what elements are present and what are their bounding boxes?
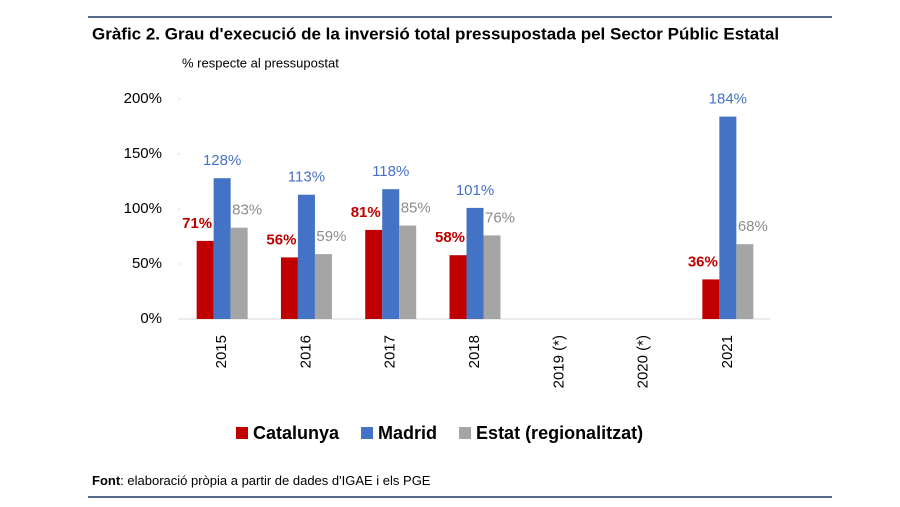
- value-label: 81%: [351, 204, 381, 221]
- legend-label: Estat (regionalitzat): [476, 423, 643, 443]
- value-label: 113%: [288, 169, 325, 186]
- y-tick-label: 200%: [124, 90, 162, 107]
- bar: [399, 225, 417, 319]
- bar: [213, 178, 231, 319]
- value-label: 83%: [232, 202, 262, 219]
- value-label: 36%: [688, 253, 718, 270]
- legend-swatch: [361, 427, 374, 439]
- value-label: 58%: [435, 229, 465, 246]
- value-label: 71%: [182, 215, 212, 232]
- legend-label: Madrid: [378, 423, 437, 443]
- x-tick-label: 2015: [213, 335, 230, 368]
- legend-label: Catalunya: [253, 423, 340, 443]
- x-tick-label: 2020 (*): [635, 335, 652, 388]
- source-label: Font: [92, 473, 121, 488]
- bar: [297, 194, 315, 319]
- bar: [365, 229, 383, 319]
- bar: [736, 244, 754, 319]
- source-note: Font: elaboració pròpia a partir de dade…: [92, 473, 431, 488]
- x-tick-label: 2017: [382, 335, 399, 368]
- x-tick-label: 2019 (*): [550, 335, 567, 388]
- value-label: 76%: [485, 209, 515, 226]
- source-text: : elaboració pròpia a partir de dades d'…: [120, 473, 431, 488]
- legend-swatch: [459, 427, 472, 439]
- value-label: 184%: [709, 91, 747, 108]
- value-label: 118%: [372, 163, 409, 180]
- y-tick-label: 50%: [132, 255, 162, 272]
- bar: [449, 255, 467, 319]
- value-label: 68%: [738, 218, 768, 235]
- value-label: 128%: [203, 152, 241, 169]
- y-tick-label: 150%: [124, 145, 162, 162]
- value-label: 101%: [456, 182, 494, 199]
- legend-swatch: [236, 427, 248, 439]
- value-label: 59%: [316, 228, 346, 245]
- chart-subtitle: % respecte al pressupostat: [182, 55, 339, 70]
- bar: [314, 254, 332, 319]
- x-tick-label: 2018: [466, 335, 483, 368]
- bar: [719, 116, 737, 319]
- bar: [280, 257, 298, 319]
- bar: [196, 240, 214, 319]
- y-tick-label: 100%: [124, 200, 162, 217]
- value-label: 85%: [401, 199, 431, 216]
- bar: [230, 227, 248, 319]
- chart-title: Gràfic 2. Grau d'execució de la inversió…: [92, 24, 779, 43]
- value-label: 56%: [266, 231, 296, 248]
- x-tick-label: 2016: [297, 335, 314, 368]
- bar: [382, 189, 400, 319]
- bar: [702, 279, 720, 319]
- y-tick-label: 0%: [140, 310, 162, 327]
- bar: [483, 235, 501, 319]
- x-tick-label: 2021: [719, 335, 736, 368]
- bar: [466, 207, 484, 319]
